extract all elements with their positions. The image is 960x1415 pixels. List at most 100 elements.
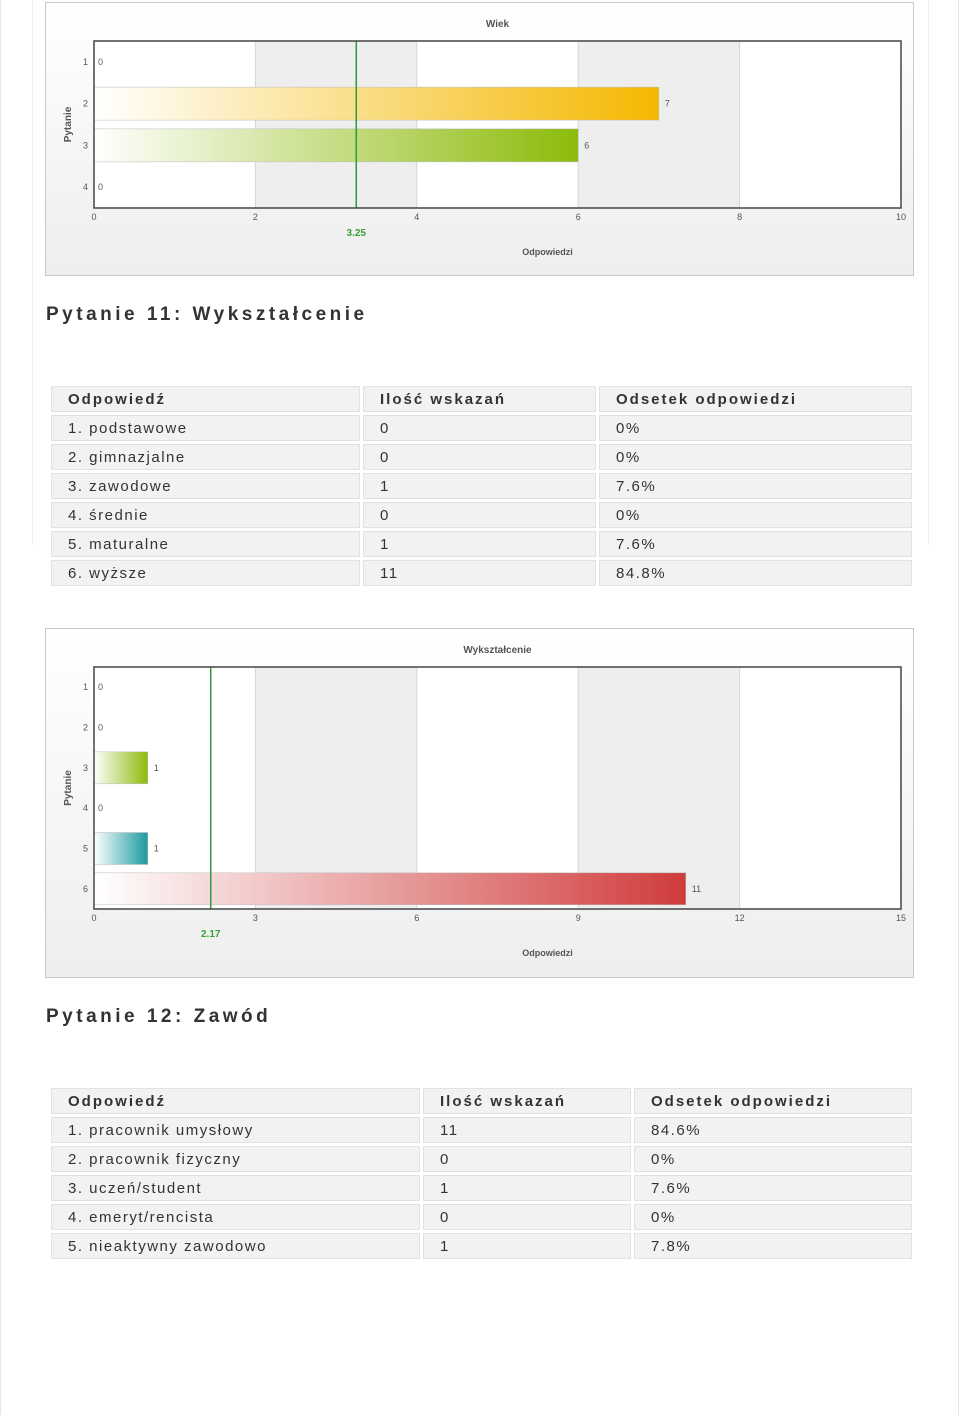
table-row: 2. gimnazjalne 0 0% [51, 444, 912, 470]
category-label: 1 [83, 57, 88, 67]
table-row: 2. pracownik fizyczny 0 0% [51, 1146, 912, 1172]
category-label: 2 [83, 99, 88, 109]
table-cell: 0% [599, 415, 912, 441]
frame-border-left [0, 0, 1, 1415]
column-header: Odsetek odpowiedzi [599, 386, 912, 412]
data-label: 0 [98, 57, 103, 67]
grid-band [255, 41, 417, 208]
table-cell: 2. pracownik fizyczny [51, 1146, 420, 1172]
category-label: 6 [83, 884, 88, 894]
x-tick-label: 15 [896, 913, 906, 923]
plot-border [93, 666, 902, 910]
x-tick-label: 10 [896, 212, 906, 222]
chart-title: Wykształcenie [463, 645, 532, 656]
x-tick-label: 4 [414, 212, 419, 222]
y-axis-label: Pytanie [63, 106, 74, 142]
table-cell: 7.8% [634, 1233, 912, 1259]
column-header: Odpowiedź [51, 386, 360, 412]
plot-area [94, 667, 901, 909]
table-cell: 0 [423, 1204, 631, 1230]
table-cell: 7.6% [634, 1175, 912, 1201]
x-tick-label: 12 [735, 913, 745, 923]
x-axis-label: Odpowiedzi [522, 948, 573, 958]
table-cell: 0 [423, 1146, 631, 1172]
x-tick-label: 6 [576, 212, 581, 222]
frame-border-right [958, 0, 959, 1415]
table-cell: 7.6% [599, 531, 912, 557]
table-cell: 3. zawodowe [51, 473, 360, 499]
average-label: 2.17 [201, 929, 221, 940]
table-row: 1. podstawowe 0 0% [51, 415, 912, 441]
bar [93, 751, 149, 785]
table-cell: 6. wyższe [51, 560, 360, 586]
table-cell: 0% [599, 444, 912, 470]
data-label: 1 [154, 763, 159, 773]
table-cell: 3. uczeń/student [51, 1175, 420, 1201]
table-cell: 0 [363, 415, 596, 441]
column-header: Ilość wskazań [363, 386, 596, 412]
x-tick-label: 9 [576, 913, 581, 923]
data-label: 0 [98, 182, 103, 192]
table-cell: 0% [634, 1204, 912, 1230]
x-tick-label: 0 [91, 913, 96, 923]
table-cell: 1 [363, 531, 596, 557]
x-axis-label: Odpowiedzi [522, 247, 573, 257]
x-tick-label: 8 [737, 212, 742, 222]
frame-inner-left [32, 0, 33, 545]
table-cell: 4. średnie [51, 502, 360, 528]
grid-band [578, 667, 740, 909]
plot-border [93, 40, 902, 209]
table-cell: 7.6% [599, 473, 912, 499]
y-axis-label: Pytanie [63, 770, 74, 806]
table-row: 4. średnie 0 0% [51, 502, 912, 528]
grid-band [578, 41, 740, 208]
table-cell: 11 [363, 560, 596, 586]
table-row: 3. zawodowe 1 7.6% [51, 473, 912, 499]
table-row: 3. uczeń/student 1 7.6% [51, 1175, 912, 1201]
table-cell: 1 [423, 1233, 631, 1259]
table-row: 6. wyższe 11 84.8% [51, 560, 912, 586]
bar [93, 872, 687, 906]
plot-area [94, 41, 901, 208]
chart-wyksztalcenie: Wykształcenie 1 0 2 0 3 1 4 0 5 1 6 11 2.17 0 3 6 9 12 15 Od… [45, 628, 914, 978]
category-label: 3 [83, 763, 88, 773]
category-label: 2 [83, 723, 88, 733]
table-row: 4. emeryt/rencista 0 0% [51, 1204, 912, 1230]
category-label: 4 [83, 803, 88, 813]
table-row: 5. maturalne 1 7.6% [51, 531, 912, 557]
table-cell: 1. pracownik umysłowy [51, 1117, 420, 1143]
data-label: 0 [98, 803, 103, 813]
bar [93, 832, 149, 865]
table-row: 5. nieaktywny zawodowo 1 7.8% [51, 1233, 912, 1259]
table-cell: 84.8% [599, 560, 912, 586]
column-header: Odpowiedź [51, 1088, 420, 1114]
table-header-row: Odpowiedź Ilość wskazań Odsetek odpowiedzi [51, 1088, 912, 1114]
table-q12: Odpowiedź Ilość wskazań Odsetek odpowiedzi… [48, 1085, 915, 1262]
category-label: 4 [83, 182, 88, 192]
table-header-row: Odpowiedź Ilość wskazań Odsetek odpowiedzi [51, 386, 912, 412]
table-cell: 4. emeryt/rencista [51, 1204, 420, 1230]
section-title-q12: Pytanie 12: Zawód [46, 1006, 272, 1027]
data-label: 0 [98, 682, 103, 692]
table-cell: 0 [363, 444, 596, 470]
table-q11: Odpowiedź Ilość wskazań Odsetek odpowiedzi… [48, 383, 915, 589]
table-row: 1. pracownik umysłowy 11 84.6% [51, 1117, 912, 1143]
table-cell: 2. gimnazjalne [51, 444, 360, 470]
table-cell: 0 [363, 502, 596, 528]
category-label: 1 [83, 682, 88, 692]
x-tick-label: 6 [414, 913, 419, 923]
frame-inner-right [928, 0, 929, 545]
table-cell: 84.6% [634, 1117, 912, 1143]
table-cell: 1 [423, 1175, 631, 1201]
table-cell: 1 [363, 473, 596, 499]
x-tick-label: 3 [253, 913, 258, 923]
chart-title: Wiek [486, 19, 510, 30]
column-header: Ilość wskazań [423, 1088, 631, 1114]
table-cell: 0% [599, 502, 912, 528]
category-label: 3 [83, 140, 88, 150]
data-label: 0 [98, 723, 103, 733]
table-cell: 11 [423, 1117, 631, 1143]
table-cell: 0% [634, 1146, 912, 1172]
